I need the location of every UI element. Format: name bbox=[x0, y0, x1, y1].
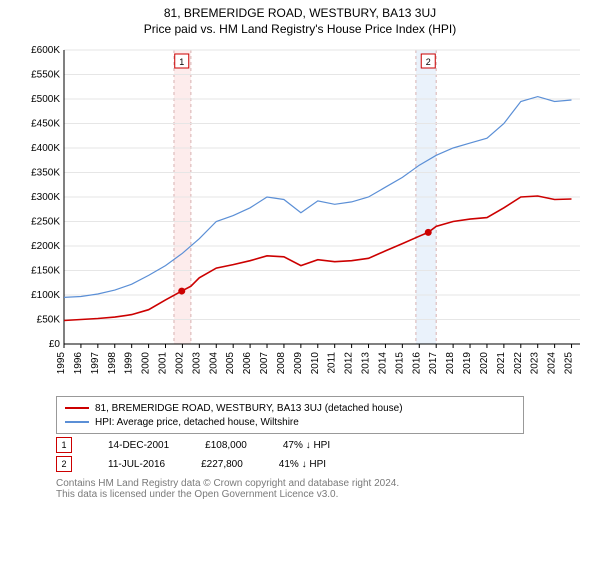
svg-text:2008: 2008 bbox=[276, 352, 287, 375]
svg-text:£400K: £400K bbox=[31, 143, 60, 154]
marker-date-1: 14-DEC-2001 bbox=[108, 440, 169, 451]
svg-text:2012: 2012 bbox=[344, 352, 355, 375]
svg-text:£350K: £350K bbox=[31, 168, 60, 179]
svg-text:2010: 2010 bbox=[310, 352, 321, 375]
svg-text:2025: 2025 bbox=[564, 352, 575, 375]
marker-badge-2: 2 bbox=[56, 456, 72, 472]
svg-text:2015: 2015 bbox=[394, 352, 405, 375]
svg-text:2023: 2023 bbox=[530, 352, 541, 375]
svg-text:£600K: £600K bbox=[31, 45, 60, 56]
svg-text:£550K: £550K bbox=[31, 70, 60, 81]
page-subtitle: Price paid vs. HM Land Registry's House … bbox=[0, 22, 600, 36]
svg-text:2006: 2006 bbox=[242, 352, 253, 375]
svg-text:£300K: £300K bbox=[31, 192, 60, 203]
svg-text:2016: 2016 bbox=[411, 352, 422, 375]
marker-row-2: 2 11-JUL-2016 £227,800 41% ↓ HPI bbox=[56, 456, 600, 472]
svg-text:£250K: £250K bbox=[31, 217, 60, 228]
svg-text:1997: 1997 bbox=[90, 352, 101, 375]
marker-row-1: 1 14-DEC-2001 £108,000 47% ↓ HPI bbox=[56, 437, 600, 453]
svg-text:2013: 2013 bbox=[361, 352, 372, 375]
marker-delta-2: 41% ↓ HPI bbox=[279, 459, 326, 470]
svg-text:2020: 2020 bbox=[479, 352, 490, 375]
svg-text:£0: £0 bbox=[49, 339, 61, 350]
svg-text:2018: 2018 bbox=[445, 352, 456, 375]
svg-text:£500K: £500K bbox=[31, 94, 60, 105]
marker-price-2: £227,800 bbox=[201, 459, 243, 470]
svg-text:1: 1 bbox=[179, 57, 184, 67]
marker-delta-1: 47% ↓ HPI bbox=[283, 440, 330, 451]
svg-text:2022: 2022 bbox=[513, 352, 524, 375]
svg-text:£50K: £50K bbox=[37, 315, 61, 326]
svg-text:£100K: £100K bbox=[31, 290, 60, 301]
footnote: Contains HM Land Registry data © Crown c… bbox=[56, 478, 600, 500]
page-title: 81, BREMERIDGE ROAD, WESTBURY, BA13 3UJ bbox=[0, 6, 600, 20]
svg-text:£450K: £450K bbox=[31, 119, 60, 130]
price-chart: £0 £50K £100K £150K £200K £250K £300K £350K £400… bbox=[20, 42, 590, 392]
svg-text:2003: 2003 bbox=[191, 352, 202, 375]
svg-text:£150K: £150K bbox=[31, 266, 60, 277]
svg-text:2: 2 bbox=[426, 57, 431, 67]
legend: 81, BREMERIDGE ROAD, WESTBURY, BA13 3UJ … bbox=[56, 396, 524, 434]
svg-text:1998: 1998 bbox=[107, 352, 118, 375]
svg-text:2011: 2011 bbox=[327, 352, 338, 374]
svg-text:1999: 1999 bbox=[124, 352, 135, 375]
svg-text:2001: 2001 bbox=[158, 352, 169, 375]
svg-text:2009: 2009 bbox=[293, 352, 304, 375]
svg-text:2005: 2005 bbox=[225, 352, 236, 375]
svg-text:2021: 2021 bbox=[496, 352, 507, 375]
legend-swatch-hpi bbox=[65, 421, 89, 423]
svg-text:2002: 2002 bbox=[174, 352, 185, 375]
svg-text:2017: 2017 bbox=[428, 352, 439, 375]
svg-text:2000: 2000 bbox=[141, 352, 152, 375]
svg-text:1995: 1995 bbox=[56, 352, 67, 375]
legend-row-property: 81, BREMERIDGE ROAD, WESTBURY, BA13 3UJ … bbox=[65, 401, 515, 415]
svg-text:1996: 1996 bbox=[73, 352, 84, 375]
svg-text:2014: 2014 bbox=[377, 352, 388, 375]
marker-badge-1: 1 bbox=[56, 437, 72, 453]
footnote-line1: Contains HM Land Registry data © Crown c… bbox=[56, 478, 600, 489]
svg-text:2007: 2007 bbox=[259, 352, 270, 375]
marker-date-2: 11-JUL-2016 bbox=[108, 459, 165, 470]
legend-label-hpi: HPI: Average price, detached house, Wilt… bbox=[95, 417, 299, 428]
legend-swatch-property bbox=[65, 407, 89, 409]
legend-row-hpi: HPI: Average price, detached house, Wilt… bbox=[65, 415, 515, 429]
svg-text:2024: 2024 bbox=[547, 352, 558, 375]
chart-svg: £0 £50K £100K £150K £200K £250K £300K £350K £400… bbox=[20, 42, 590, 392]
marker-price-1: £108,000 bbox=[205, 440, 247, 451]
legend-label-property: 81, BREMERIDGE ROAD, WESTBURY, BA13 3UJ … bbox=[95, 403, 403, 414]
svg-text:2019: 2019 bbox=[462, 352, 473, 375]
svg-text:2004: 2004 bbox=[208, 352, 219, 375]
svg-text:£200K: £200K bbox=[31, 241, 60, 252]
footnote-line2: This data is licensed under the Open Gov… bbox=[56, 489, 600, 500]
